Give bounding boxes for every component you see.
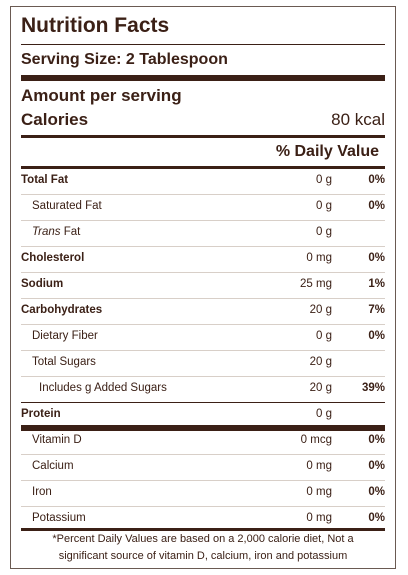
nutrient-name: Total Fat — [21, 174, 69, 186]
nutrient-daily-value: 1% — [368, 278, 385, 290]
nutrient-name: Calcium — [32, 460, 74, 472]
nutrient-daily-value: 0% — [368, 200, 385, 212]
nutrient-daily-value: 39% — [361, 382, 385, 394]
nutrient-name: Cholesterol — [21, 252, 85, 264]
nutrient-amount: 20 g — [309, 356, 332, 368]
nutrient-row-saturated-fat: Saturated Fat 0 g 0% — [21, 195, 385, 221]
nutrient-row-total-sugars: Total Sugars 20 g — [21, 351, 385, 377]
nutrient-row-potassium: Potassium 0 mg 0% — [21, 507, 385, 533]
nutrient-daily-value: 0% — [368, 174, 385, 186]
nutrient-row-cholesterol: Cholesterol 0 mg 0% — [21, 247, 385, 273]
serving-size: Serving Size: 2 Tablespoon — [21, 51, 228, 68]
calories-label: Calories — [21, 110, 89, 129]
nutrient-name: Carbohydrates — [21, 304, 103, 316]
daily-value-header: % Daily Value — [275, 143, 379, 160]
nutrient-row-dietary-fiber: Dietary Fiber 0 g 0% — [21, 325, 385, 351]
nutrient-daily-value: 0% — [368, 330, 385, 342]
nutrient-amount: 0 g — [316, 200, 332, 212]
divider-thick — [21, 75, 385, 81]
nutrient-name: Potassium — [32, 512, 86, 524]
nutrient-row-total-fat: Total Fat 0 g 0% — [21, 169, 385, 195]
divider-thick — [21, 425, 385, 431]
nutrient-row-vitamin-d: Vitamin D 0 mcg 0% — [21, 429, 385, 455]
row-divider — [21, 246, 385, 247]
nutrient-row-added-sugars: Includes g Added Sugars 20 g 39% — [21, 377, 385, 403]
row-divider — [21, 480, 385, 481]
nutrient-daily-value: 0% — [368, 252, 385, 264]
nutrient-name: Iron — [32, 486, 52, 498]
nutrition-facts-panel: Nutrition Facts Serving Size: 2 Tablespo… — [10, 6, 396, 569]
nutrient-name: Sodium — [21, 278, 64, 290]
row-divider — [21, 454, 385, 455]
row-divider — [21, 298, 385, 299]
nutrient-amount: 20 g — [309, 304, 332, 316]
row-divider — [21, 376, 385, 377]
nutrient-amount: 20 g — [309, 382, 332, 394]
nutrient-amount: 0 mcg — [300, 434, 332, 446]
calories-value: 80 kcal — [331, 110, 385, 129]
nutrient-amount: 0 mg — [306, 486, 332, 498]
nutrient-amount: 0 mg — [306, 460, 332, 472]
nutrient-row-trans-fat: Trans Fat 0 g — [21, 221, 385, 247]
divider-medium — [21, 528, 385, 531]
row-divider — [21, 402, 385, 403]
nutrient-name: Trans Fat — [32, 226, 80, 238]
nutrient-amount: 0 mg — [306, 512, 332, 524]
nutrient-name: Protein — [21, 408, 61, 420]
nutrient-name: Vitamin D — [32, 434, 82, 446]
nutrient-daily-value: 7% — [368, 304, 385, 316]
nutrient-name-italic: Trans — [32, 226, 61, 238]
panel-title: Nutrition Facts — [21, 14, 170, 37]
row-divider — [21, 220, 385, 221]
amount-per-serving: Amount per serving — [21, 86, 182, 105]
nutrient-name: Includes g Added Sugars — [39, 382, 167, 394]
nutrient-amount: 0 g — [316, 226, 332, 238]
nutrient-daily-value: 0% — [368, 460, 385, 472]
row-divider — [21, 194, 385, 195]
nutrient-row-protein: Protein 0 g — [21, 403, 385, 429]
nutrient-daily-value: 0% — [368, 486, 385, 498]
nutrient-row-sodium: Sodium 25 mg 1% — [21, 273, 385, 299]
row-divider — [21, 324, 385, 325]
footnote: *Percent Daily Values are based on a 2,0… — [21, 531, 385, 565]
divider-medium — [21, 166, 385, 169]
divider — [21, 44, 385, 45]
nutrient-amount: 0 mg — [306, 252, 332, 264]
footnote-line: *Percent Daily Values are based on a 2,0… — [52, 533, 354, 545]
nutrient-name: Dietary Fiber — [32, 330, 98, 342]
nutrient-daily-value: 0% — [368, 512, 385, 524]
nutrient-row-iron: Iron 0 mg 0% — [21, 481, 385, 507]
nutrient-name: Total Sugars — [32, 356, 96, 368]
nutrient-name: Saturated Fat — [32, 200, 102, 212]
nutrient-name-rest: Fat — [60, 226, 81, 238]
nutrient-row-calcium: Calcium 0 mg 0% — [21, 455, 385, 481]
nutrient-amount: 0 g — [316, 408, 332, 420]
row-divider — [21, 506, 385, 507]
nutrient-row-carbohydrates: Carbohydrates 20 g 7% — [21, 299, 385, 325]
nutrient-amount: 0 g — [316, 174, 332, 186]
footnote-line: significant source of vitamin D, calcium… — [58, 550, 348, 562]
row-divider — [21, 272, 385, 273]
nutrient-amount: 0 g — [316, 330, 332, 342]
row-divider — [21, 350, 385, 351]
nutrient-daily-value: 0% — [368, 434, 385, 446]
nutrient-amount: 25 mg — [300, 278, 332, 290]
divider-medium — [21, 135, 385, 138]
